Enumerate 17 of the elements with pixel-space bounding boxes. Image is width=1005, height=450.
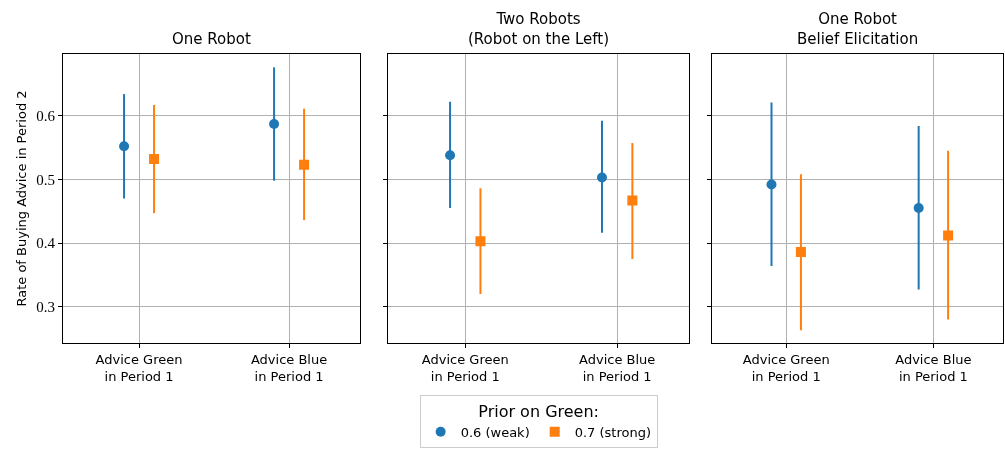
x-tick-label: Advice Blue in Period 1 — [895, 351, 972, 384]
y-tick-label: 0.4 — [36, 235, 56, 252]
legend-label: 0.7 (strong) — [574, 424, 652, 440]
chart-title: Two Robots (Robot on the Left) — [468, 10, 610, 48]
chart-title: One Robot Belief Elicitation — [797, 10, 919, 48]
x-tick-label: Advice Green in Period 1 — [421, 351, 509, 384]
chart-title: One Robot — [172, 30, 251, 48]
x-tick-label: Advice Blue in Period 1 — [250, 351, 328, 384]
y-tick-label: 0.5 — [36, 171, 55, 188]
y-axis-title: Rate of Buying Advice in Period 2 — [14, 90, 30, 307]
legend-title: Prior on Green: — [478, 401, 599, 421]
y-tick-label: 0.3 — [36, 298, 55, 315]
x-tick-label: Advice Green in Period 1 — [95, 351, 183, 384]
x-tick-label: Advice Blue in Period 1 — [579, 351, 656, 384]
y-tick-label: 0.6 — [36, 108, 56, 124]
legend-label: 0.6 (weak) — [460, 424, 530, 440]
x-tick-label: Advice Green in Period 1 — [742, 351, 830, 384]
